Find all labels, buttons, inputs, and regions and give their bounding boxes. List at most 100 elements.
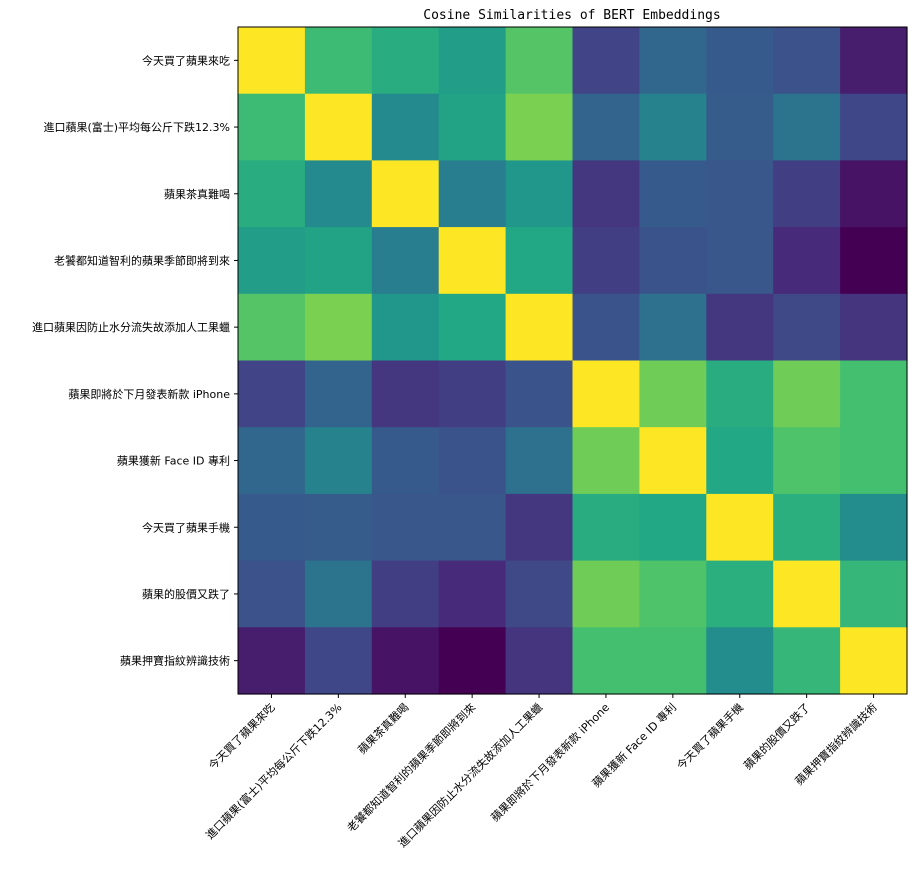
- y-tick-label: 老饕都知道智利的蘋果季節即將到來: [54, 253, 230, 267]
- heatmap-cell: [438, 227, 507, 295]
- x-tick-label: 老饕都知道智利的蘋果季節即將到來: [344, 700, 478, 834]
- y-tick-label: 今天買了蘋果手機: [142, 520, 230, 534]
- heatmap-cell: [639, 227, 707, 295]
- heatmap-cell: [238, 493, 306, 562]
- x-tick-label: 今天買了蘋果來吃: [205, 700, 277, 772]
- heatmap-cell: [505, 560, 574, 628]
- heatmap-cell: [572, 160, 640, 228]
- heatmap-cell: [572, 427, 640, 495]
- plot-frame: [237, 26, 908, 695]
- heatmap-cell: [238, 360, 306, 428]
- heatmap-cell: [773, 293, 841, 362]
- heatmap-cell: [706, 93, 774, 161]
- heatmap-cell: [238, 227, 306, 295]
- heatmap-cell: [371, 27, 440, 95]
- x-tick-label: 進口蘋果因防止水分流失故添加人工果蠟: [395, 700, 545, 850]
- heatmap-cell: [639, 93, 707, 161]
- heatmap-cell: [371, 293, 440, 362]
- x-tick-label: 蘋果的股價又跌了: [741, 700, 813, 772]
- heatmap-cell: [238, 93, 306, 161]
- heatmap-cell: [773, 493, 841, 562]
- heatmap-cell: [639, 493, 707, 562]
- heatmap-cell: [438, 160, 507, 228]
- heatmap-cell: [706, 227, 774, 295]
- heatmap-cell: [505, 27, 574, 95]
- heatmap-cell: [371, 360, 440, 428]
- heatmap-cell: [840, 560, 908, 628]
- heatmap-cell: [304, 293, 373, 362]
- heatmap-cell: [572, 360, 640, 428]
- heatmap-cell: [639, 560, 707, 628]
- heatmap-cell: [773, 627, 841, 695]
- heatmap-cell: [371, 560, 440, 628]
- heatmap-cell: [773, 360, 841, 428]
- heatmap-cell: [505, 293, 574, 362]
- heatmap-cell: [840, 427, 908, 495]
- heatmap-cell: [371, 627, 440, 695]
- heatmap-cell: [438, 427, 507, 495]
- heatmap-cell: [438, 93, 507, 161]
- heatmap-cell: [505, 227, 574, 295]
- heatmap-cell: [773, 160, 841, 228]
- heatmap-cell: [371, 427, 440, 495]
- heatmap-cell: [840, 493, 908, 562]
- x-tick-label: 蘋果茶真難喝: [355, 700, 412, 757]
- heatmap-cell: [505, 160, 574, 228]
- heatmap-cell: [505, 360, 574, 428]
- y-tick-label: 蘋果獲新 Face ID 專利: [117, 454, 230, 468]
- heatmap-cell: [304, 227, 373, 295]
- heatmap-cell: [438, 360, 507, 428]
- heatmap-cell: [505, 427, 574, 495]
- y-tick-label: 進口蘋果因防止水分流失故添加人工果蠟: [32, 320, 230, 334]
- heatmap-cell: [438, 627, 507, 695]
- heatmap-cell: [706, 160, 774, 228]
- heatmap-cell: [505, 93, 574, 161]
- heatmap-cell: [639, 627, 707, 695]
- heatmap-cell: [840, 160, 908, 228]
- heatmap-cell: [438, 293, 507, 362]
- heatmap-cells: [238, 27, 908, 695]
- heatmap-cell: [773, 227, 841, 295]
- heatmap-cell: [639, 293, 707, 362]
- heatmap-cell: [840, 360, 908, 428]
- heatmap-cell: [505, 493, 574, 562]
- heatmap-cell: [572, 293, 640, 362]
- heatmap-cell: [238, 293, 306, 362]
- heatmap-cell: [304, 560, 373, 628]
- heatmap-cell: [639, 27, 707, 95]
- heatmap-cell: [639, 160, 707, 228]
- heatmap-cell: [304, 627, 373, 695]
- heatmap-cell: [438, 493, 507, 562]
- heatmap-cell: [572, 560, 640, 628]
- heatmap-cell: [639, 427, 707, 495]
- heatmap-cell: [572, 93, 640, 161]
- heatmap-cell: [304, 360, 373, 428]
- heatmap-cell: [706, 627, 774, 695]
- heatmap-cell: [304, 493, 373, 562]
- heatmap-cell: [238, 560, 306, 628]
- heatmap-cell: [639, 360, 707, 428]
- heatmap-cell: [706, 360, 774, 428]
- heatmap-cell: [371, 493, 440, 562]
- x-tick-label: 進口蘋果(富士)平均每公斤下跌12.3%: [203, 700, 345, 842]
- heatmap-cell: [706, 493, 774, 562]
- y-tick-label: 今天買了蘋果來吃: [142, 53, 230, 67]
- heatmap-cell: [773, 427, 841, 495]
- heatmap-cell: [238, 160, 306, 228]
- heatmap-cell: [706, 293, 774, 362]
- y-tick-label: 進口蘋果(富士)平均每公斤下跌12.3%: [43, 120, 230, 134]
- y-tick-label: 蘋果的股價又跌了: [142, 587, 230, 601]
- y-tick-label: 蘋果即將於下月發表新款 iPhone: [68, 387, 230, 401]
- heatmap-cell: [773, 93, 841, 161]
- heatmap-cell: [371, 227, 440, 295]
- heatmap-cell: [572, 27, 640, 95]
- heatmap-cell: [304, 27, 373, 95]
- x-tick-label: 今天買了蘋果手機: [674, 700, 746, 772]
- heatmap-cell: [706, 27, 774, 95]
- heatmap-cell: [304, 160, 373, 228]
- heatmap-cell: [840, 227, 908, 295]
- heatmap-cell: [840, 293, 908, 362]
- heatmap-cell: [840, 93, 908, 161]
